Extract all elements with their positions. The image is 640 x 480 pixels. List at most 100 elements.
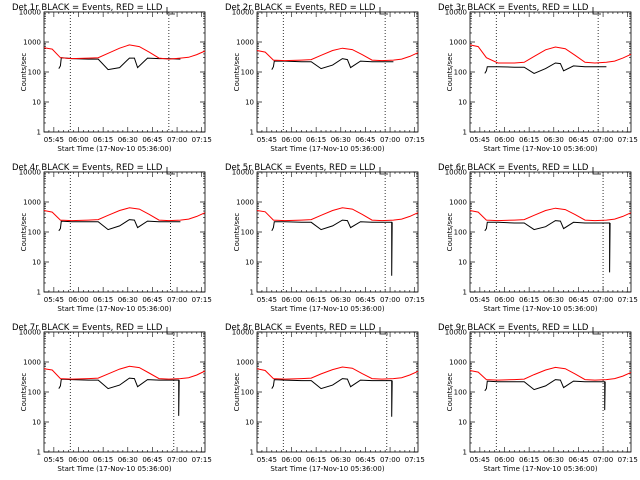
x-tick-label: 05:45 [470, 296, 490, 304]
y-tick-label: 1 [250, 449, 254, 457]
plot-frame [469, 171, 632, 293]
plot-frame [43, 171, 206, 293]
plot-frame [256, 171, 419, 293]
y-tick-label: 1 [37, 449, 41, 457]
plot-svg: Det 9r BLACK = Events, RED = LLD 1 10 100 10… [438, 323, 638, 473]
y-tick-label: 10000 [445, 329, 467, 337]
lld-series-line [469, 44, 632, 64]
x-tick-label: 06:15 [306, 296, 326, 304]
plot-title: Det 1r BLACK = Events, RED = LLD [12, 3, 163, 13]
x-tick-label: 07:00 [593, 296, 613, 304]
x-tick-label: 07:15 [618, 456, 638, 464]
x-tick-label: 06:30 [331, 456, 351, 464]
plot-title: Det 4r BLACK = Events, RED = LLD [12, 163, 163, 173]
y-tick-label: 10 [245, 259, 254, 267]
x-axis-label: Start Time (17-Nov-10 05:36:00) [483, 145, 597, 153]
x-tick-label: 06:15 [519, 456, 539, 464]
detector-plot-1: Det 1r BLACK = Events, RED = LLD 1 10 100 10… [0, 0, 213, 160]
y-tick-label: 10 [32, 259, 41, 267]
x-axis-label: Start Time (17-Nov-10 05:36:00) [270, 145, 384, 153]
x-tick-label: 05:45 [44, 136, 64, 144]
plot-svg: Det 4r BLACK = Events, RED = LLD 1 10 100 10… [12, 163, 212, 313]
plot-svg: Det 2r BLACK = Events, RED = LLD 1 10 100 10… [225, 3, 425, 153]
x-tick-label: 05:45 [257, 136, 277, 144]
x-tick-label: 06:45 [568, 136, 588, 144]
x-tick-label: 06:45 [355, 296, 375, 304]
plot-frame [43, 331, 206, 453]
x-tick-label: 06:00 [68, 296, 88, 304]
plot-svg: Det 6r BLACK = Events, RED = LLD 1 10 100 10… [438, 163, 638, 313]
plot-title: Det 9r BLACK = Events, RED = LLD [438, 323, 589, 333]
x-tick-label: 06:45 [568, 456, 588, 464]
y-axis-label: Counts/sec [20, 213, 28, 252]
y-axis-label: Counts/sec [446, 373, 454, 412]
x-tick-label: 07:00 [167, 136, 187, 144]
events-series-line [58, 219, 181, 232]
y-tick-label: 10000 [19, 169, 41, 177]
x-axis-label: Start Time (17-Nov-10 05:36:00) [57, 145, 171, 153]
x-tick-label: 05:45 [44, 296, 64, 304]
lld-series-line [256, 207, 419, 222]
plot-frame [469, 11, 632, 133]
events-series-line [271, 58, 394, 70]
y-tick-label: 10 [32, 99, 41, 107]
x-tick-label: 07:15 [192, 456, 212, 464]
plot-svg: Det 8r BLACK = Events, RED = LLD 1 10 100 10… [225, 323, 425, 473]
events-series-line [58, 57, 181, 71]
y-axis-label: Counts/sec [446, 213, 454, 252]
x-tick-label: 06:45 [355, 456, 375, 464]
x-axis-label: Start Time (17-Nov-10 05:36:00) [57, 305, 171, 313]
plot-frame [469, 331, 632, 453]
plot-svg: Det 1r BLACK = Events, RED = LLD 1 10 100 10… [12, 3, 212, 153]
y-tick-label: 10 [458, 419, 467, 427]
plot-frame [43, 11, 206, 133]
x-tick-label: 06:00 [68, 456, 88, 464]
plot-svg: Det 5r BLACK = Events, RED = LLD 1 10 100 10… [225, 163, 425, 313]
x-tick-label: 06:45 [142, 456, 162, 464]
y-tick-label: 1000 [449, 359, 467, 367]
x-tick-label: 06:15 [519, 136, 539, 144]
y-axis-label: Counts/sec [233, 373, 241, 412]
x-tick-label: 06:15 [519, 296, 539, 304]
y-tick-label: 100 [454, 69, 467, 77]
lld-series-line [256, 366, 419, 380]
x-tick-label: 06:45 [568, 296, 588, 304]
y-tick-label: 1 [37, 129, 41, 137]
y-tick-label: 1 [250, 129, 254, 137]
plot-svg: Det 7r BLACK = Events, RED = LLD 1 10 100 10… [12, 323, 212, 473]
y-tick-label: 10000 [232, 9, 254, 17]
x-axis-label: Start Time (17-Nov-10 05:36:00) [270, 305, 384, 313]
detector-plot-4: Det 4r BLACK = Events, RED = LLD 1 10 100 10… [0, 160, 213, 320]
y-tick-label: 1000 [449, 39, 467, 47]
x-tick-label: 06:00 [281, 456, 301, 464]
y-tick-label: 1 [250, 289, 254, 297]
legend-marker [592, 167, 601, 175]
x-axis-label: Start Time (17-Nov-10 05:36:00) [270, 465, 384, 473]
y-tick-label: 1000 [23, 359, 41, 367]
plot-title: Det 5r BLACK = Events, RED = LLD [225, 163, 376, 173]
lld-series-line [43, 44, 206, 60]
detector-plot-6: Det 6r BLACK = Events, RED = LLD 1 10 100 10… [426, 160, 639, 320]
events-series-line [271, 219, 393, 276]
legend-marker [166, 7, 175, 15]
x-tick-label: 07:00 [380, 456, 400, 464]
y-tick-label: 1000 [236, 359, 254, 367]
plot-frame [256, 331, 419, 453]
plot-svg: Det 3r BLACK = Events, RED = LLD 1 10 100 10… [438, 3, 638, 153]
y-tick-label: 1 [463, 449, 467, 457]
x-tick-label: 07:15 [192, 296, 212, 304]
y-tick-label: 1000 [23, 39, 41, 47]
x-tick-label: 06:30 [118, 296, 138, 304]
y-axis-label: Counts/sec [20, 53, 28, 92]
lld-series-line [469, 207, 632, 222]
detector-plot-5: Det 5r BLACK = Events, RED = LLD 1 10 100 10… [213, 160, 426, 320]
y-tick-label: 10 [32, 419, 41, 427]
x-axis-label: Start Time (17-Nov-10 05:36:00) [483, 305, 597, 313]
events-series-line [484, 220, 611, 273]
x-tick-label: 06:30 [118, 456, 138, 464]
x-tick-label: 06:00 [281, 296, 301, 304]
y-tick-label: 10 [458, 99, 467, 107]
x-tick-label: 06:00 [494, 296, 514, 304]
y-tick-label: 10000 [232, 169, 254, 177]
y-tick-label: 10000 [445, 9, 467, 17]
